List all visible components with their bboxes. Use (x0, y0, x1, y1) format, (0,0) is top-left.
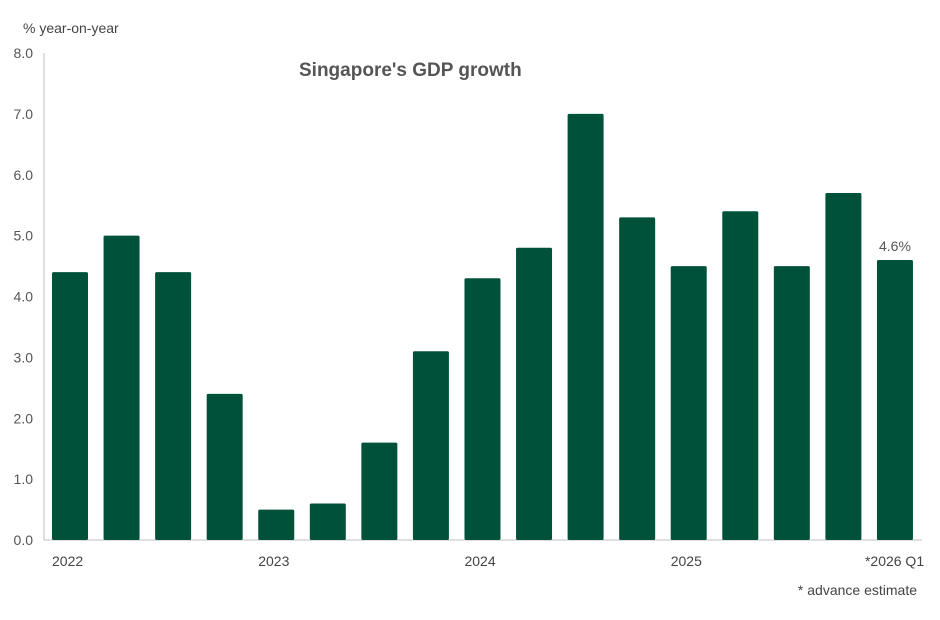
x-tick-label: 2023 (258, 553, 289, 569)
bar-2025-q3 (773, 266, 810, 540)
bar-2025-q4 (825, 193, 862, 540)
y-tick-label: 8.0 (14, 45, 34, 61)
chart-title: Singapore's GDP growth (299, 60, 522, 81)
y-tick-label: 3.0 (14, 349, 34, 365)
bar-2023-q2 (309, 503, 346, 540)
x-tick-label: 2022 (52, 553, 83, 569)
x-tick-label: 2024 (464, 553, 495, 569)
bar-2023-q1 (258, 509, 295, 540)
bar-2023-q4 (412, 351, 449, 540)
y-tick-label: 4.0 (14, 289, 34, 305)
bar-2024-q2 (516, 247, 553, 541)
bar-2025-q2 (722, 211, 759, 540)
bar-2022-q2 (103, 235, 140, 540)
bar-2022-q1 (52, 272, 88, 540)
bar-2025-q1 (670, 266, 707, 540)
y-tick-label: 1.0 (14, 471, 34, 487)
y-tick-label: 2.0 (14, 410, 34, 426)
bar-2024-q1 (464, 278, 501, 540)
bar-2024-q3 (567, 113, 604, 540)
y-tick-label: 5.0 (14, 228, 34, 244)
y-axis-label: % year-on-year (23, 20, 119, 36)
bar-2024-q4 (619, 217, 656, 541)
bar-2026-q1 (876, 259, 913, 540)
y-tick-label: 0.0 (14, 532, 34, 548)
data-label: 4.6% (879, 238, 911, 254)
y-tick-label: 6.0 (14, 167, 34, 183)
y-tick-label: 7.0 (14, 106, 34, 122)
x-tick-label: *2026 Q1 (865, 553, 924, 569)
bar-2022-q3 (155, 272, 192, 540)
footnote: * advance estimate (798, 582, 917, 598)
bar-2023-q3 (361, 442, 398, 540)
bar-2022-q4 (206, 393, 243, 540)
x-tick-label: 2025 (671, 553, 702, 569)
